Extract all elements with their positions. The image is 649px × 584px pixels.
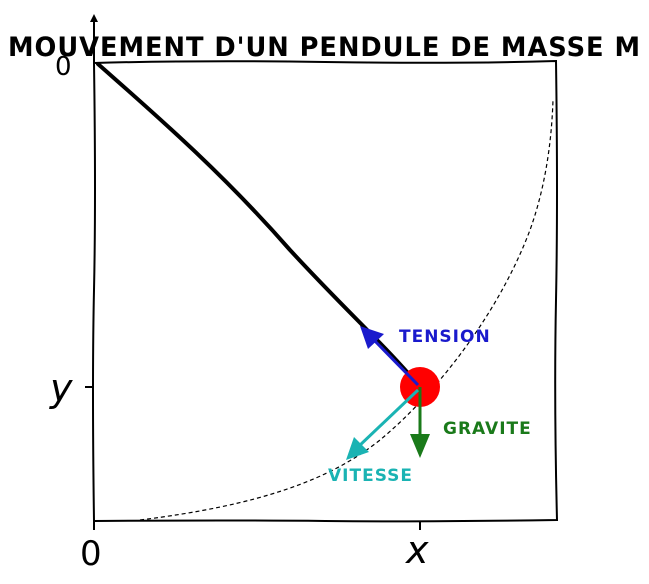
gravite-arrow (410, 387, 430, 458)
y-axis-label: y (49, 366, 73, 410)
x-origin-label: 0 (80, 534, 102, 574)
vitesse-label: VITESSE (328, 466, 413, 486)
x-axis-label: x (405, 528, 429, 572)
tension-arrow (360, 326, 420, 387)
pendulum-string (96, 62, 422, 389)
gravite-label: GRAVITE (443, 419, 532, 439)
y-top-label: 0 (55, 52, 72, 82)
vitesse-arrow (346, 388, 420, 460)
diagram-title: MOUVEMENT D'UN PENDULE DE MASSE M (8, 32, 641, 63)
trajectory-curve (139, 99, 554, 521)
tension-label: TENSION (399, 327, 491, 347)
plot-frame (92, 59, 559, 523)
